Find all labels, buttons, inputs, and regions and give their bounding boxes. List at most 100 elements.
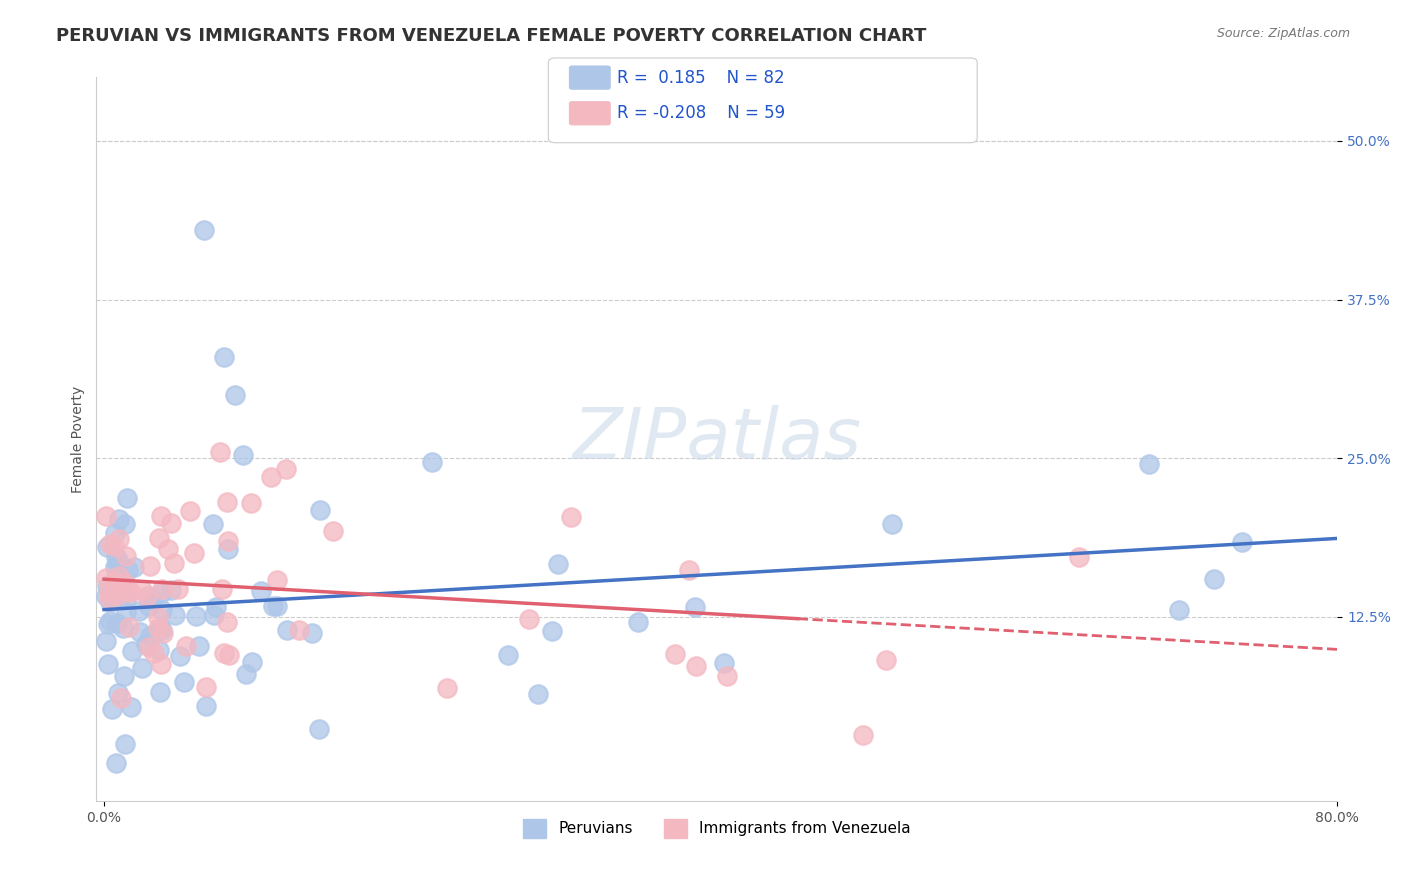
Peruvians (194, 699, 217, 714)
Peruvians (103, 525, 125, 540)
Immigrants from Venezuela (685, 658, 707, 673)
Peruvians (128, 625, 150, 640)
Text: Source: ZipAtlas.com: Source: ZipAtlas.com (1216, 27, 1350, 40)
Immigrants from Venezuela (107, 589, 129, 603)
Immigrants from Venezuela (519, 612, 541, 626)
Peruvians (107, 685, 129, 699)
Immigrants from Venezuela (94, 509, 117, 524)
Peruvians (187, 639, 209, 653)
Peruvians (713, 657, 735, 671)
Immigrants from Venezuela (97, 585, 120, 599)
Peruvians (160, 582, 183, 597)
Peruvians (142, 593, 165, 607)
Peruvians (266, 599, 288, 613)
Immigrants from Venezuela (148, 531, 170, 545)
Peruvians (112, 669, 135, 683)
Immigrants from Venezuela (150, 509, 173, 524)
Immigrants from Venezuela (678, 563, 700, 577)
Peruvians (301, 625, 323, 640)
Text: R =  0.185    N = 82: R = 0.185 N = 82 (617, 69, 785, 87)
Immigrants from Venezuela (156, 541, 179, 556)
Peruvians (138, 589, 160, 603)
Immigrants from Venezuela (174, 639, 197, 653)
Peruvians (107, 512, 129, 526)
Immigrants from Venezuela (875, 653, 897, 667)
Peruvians (114, 737, 136, 751)
Immigrants from Venezuela (664, 647, 686, 661)
Immigrants from Venezuela (163, 556, 186, 570)
Peruvians (138, 599, 160, 613)
Peruvians (97, 616, 120, 631)
Immigrants from Venezuela (160, 516, 183, 530)
Peruvians (120, 699, 142, 714)
Text: ZIPatlas: ZIPatlas (572, 405, 862, 474)
Peruvians (541, 624, 564, 638)
Immigrants from Venezuela (139, 559, 162, 574)
Peruvians (217, 541, 239, 556)
Immigrants from Venezuela (152, 626, 174, 640)
Immigrants from Venezuela (436, 681, 458, 695)
Text: R = -0.208    N = 59: R = -0.208 N = 59 (617, 104, 786, 122)
Peruvians (626, 615, 648, 629)
Peruvians (96, 540, 118, 554)
Immigrants from Venezuela (108, 568, 131, 582)
Immigrants from Venezuela (266, 573, 288, 587)
Peruvians (117, 563, 139, 577)
Immigrants from Venezuela (150, 582, 173, 596)
Immigrants from Venezuela (114, 576, 136, 591)
Peruvians (308, 722, 330, 736)
Peruvians (124, 560, 146, 574)
Immigrants from Venezuela (288, 623, 311, 637)
Immigrants from Venezuela (218, 648, 240, 663)
Peruvians (103, 589, 125, 603)
Peruvians (112, 574, 135, 588)
Peruvians (1167, 603, 1189, 617)
Immigrants from Venezuela (143, 646, 166, 660)
Peruvians (104, 550, 127, 565)
Peruvians (115, 606, 138, 620)
Peruvians (115, 592, 138, 607)
Peruvians (96, 579, 118, 593)
Peruvians (214, 350, 236, 364)
Peruvians (204, 599, 226, 614)
Peruvians (1202, 572, 1225, 586)
Peruvians (149, 586, 172, 600)
Immigrants from Venezuela (322, 524, 344, 538)
Immigrants from Venezuela (94, 571, 117, 585)
Immigrants from Venezuela (115, 584, 138, 599)
Peruvians (527, 687, 550, 701)
Immigrants from Venezuela (107, 533, 129, 547)
Immigrants from Venezuela (110, 691, 132, 706)
Peruvians (496, 648, 519, 663)
Immigrants from Venezuela (276, 462, 298, 476)
Immigrants from Venezuela (103, 539, 125, 553)
Peruvians (100, 595, 122, 609)
Peruvians (149, 621, 172, 635)
Peruvians (882, 517, 904, 532)
Peruvians (1137, 457, 1160, 471)
Immigrants from Venezuela (1067, 550, 1090, 565)
Immigrants from Venezuela (98, 591, 121, 605)
Immigrants from Venezuela (136, 589, 159, 603)
Peruvians (420, 455, 443, 469)
Immigrants from Venezuela (852, 728, 875, 742)
Peruvians (128, 605, 150, 619)
Peruvians (105, 559, 128, 574)
Immigrants from Venezuela (120, 585, 142, 599)
Peruvians (121, 643, 143, 657)
Immigrants from Venezuela (239, 495, 262, 509)
Immigrants from Venezuela (195, 680, 218, 694)
Y-axis label: Female Poverty: Female Poverty (72, 385, 86, 492)
Peruvians (139, 629, 162, 643)
Immigrants from Venezuela (115, 549, 138, 563)
Peruvians (96, 633, 118, 648)
Peruvians (114, 517, 136, 532)
Peruvians (97, 657, 120, 671)
Peruvians (309, 502, 332, 516)
Peruvians (98, 614, 121, 628)
Peruvians (250, 584, 273, 599)
Immigrants from Venezuela (208, 445, 231, 459)
Immigrants from Venezuela (98, 536, 121, 550)
Peruvians (224, 388, 246, 402)
Peruvians (165, 607, 187, 622)
